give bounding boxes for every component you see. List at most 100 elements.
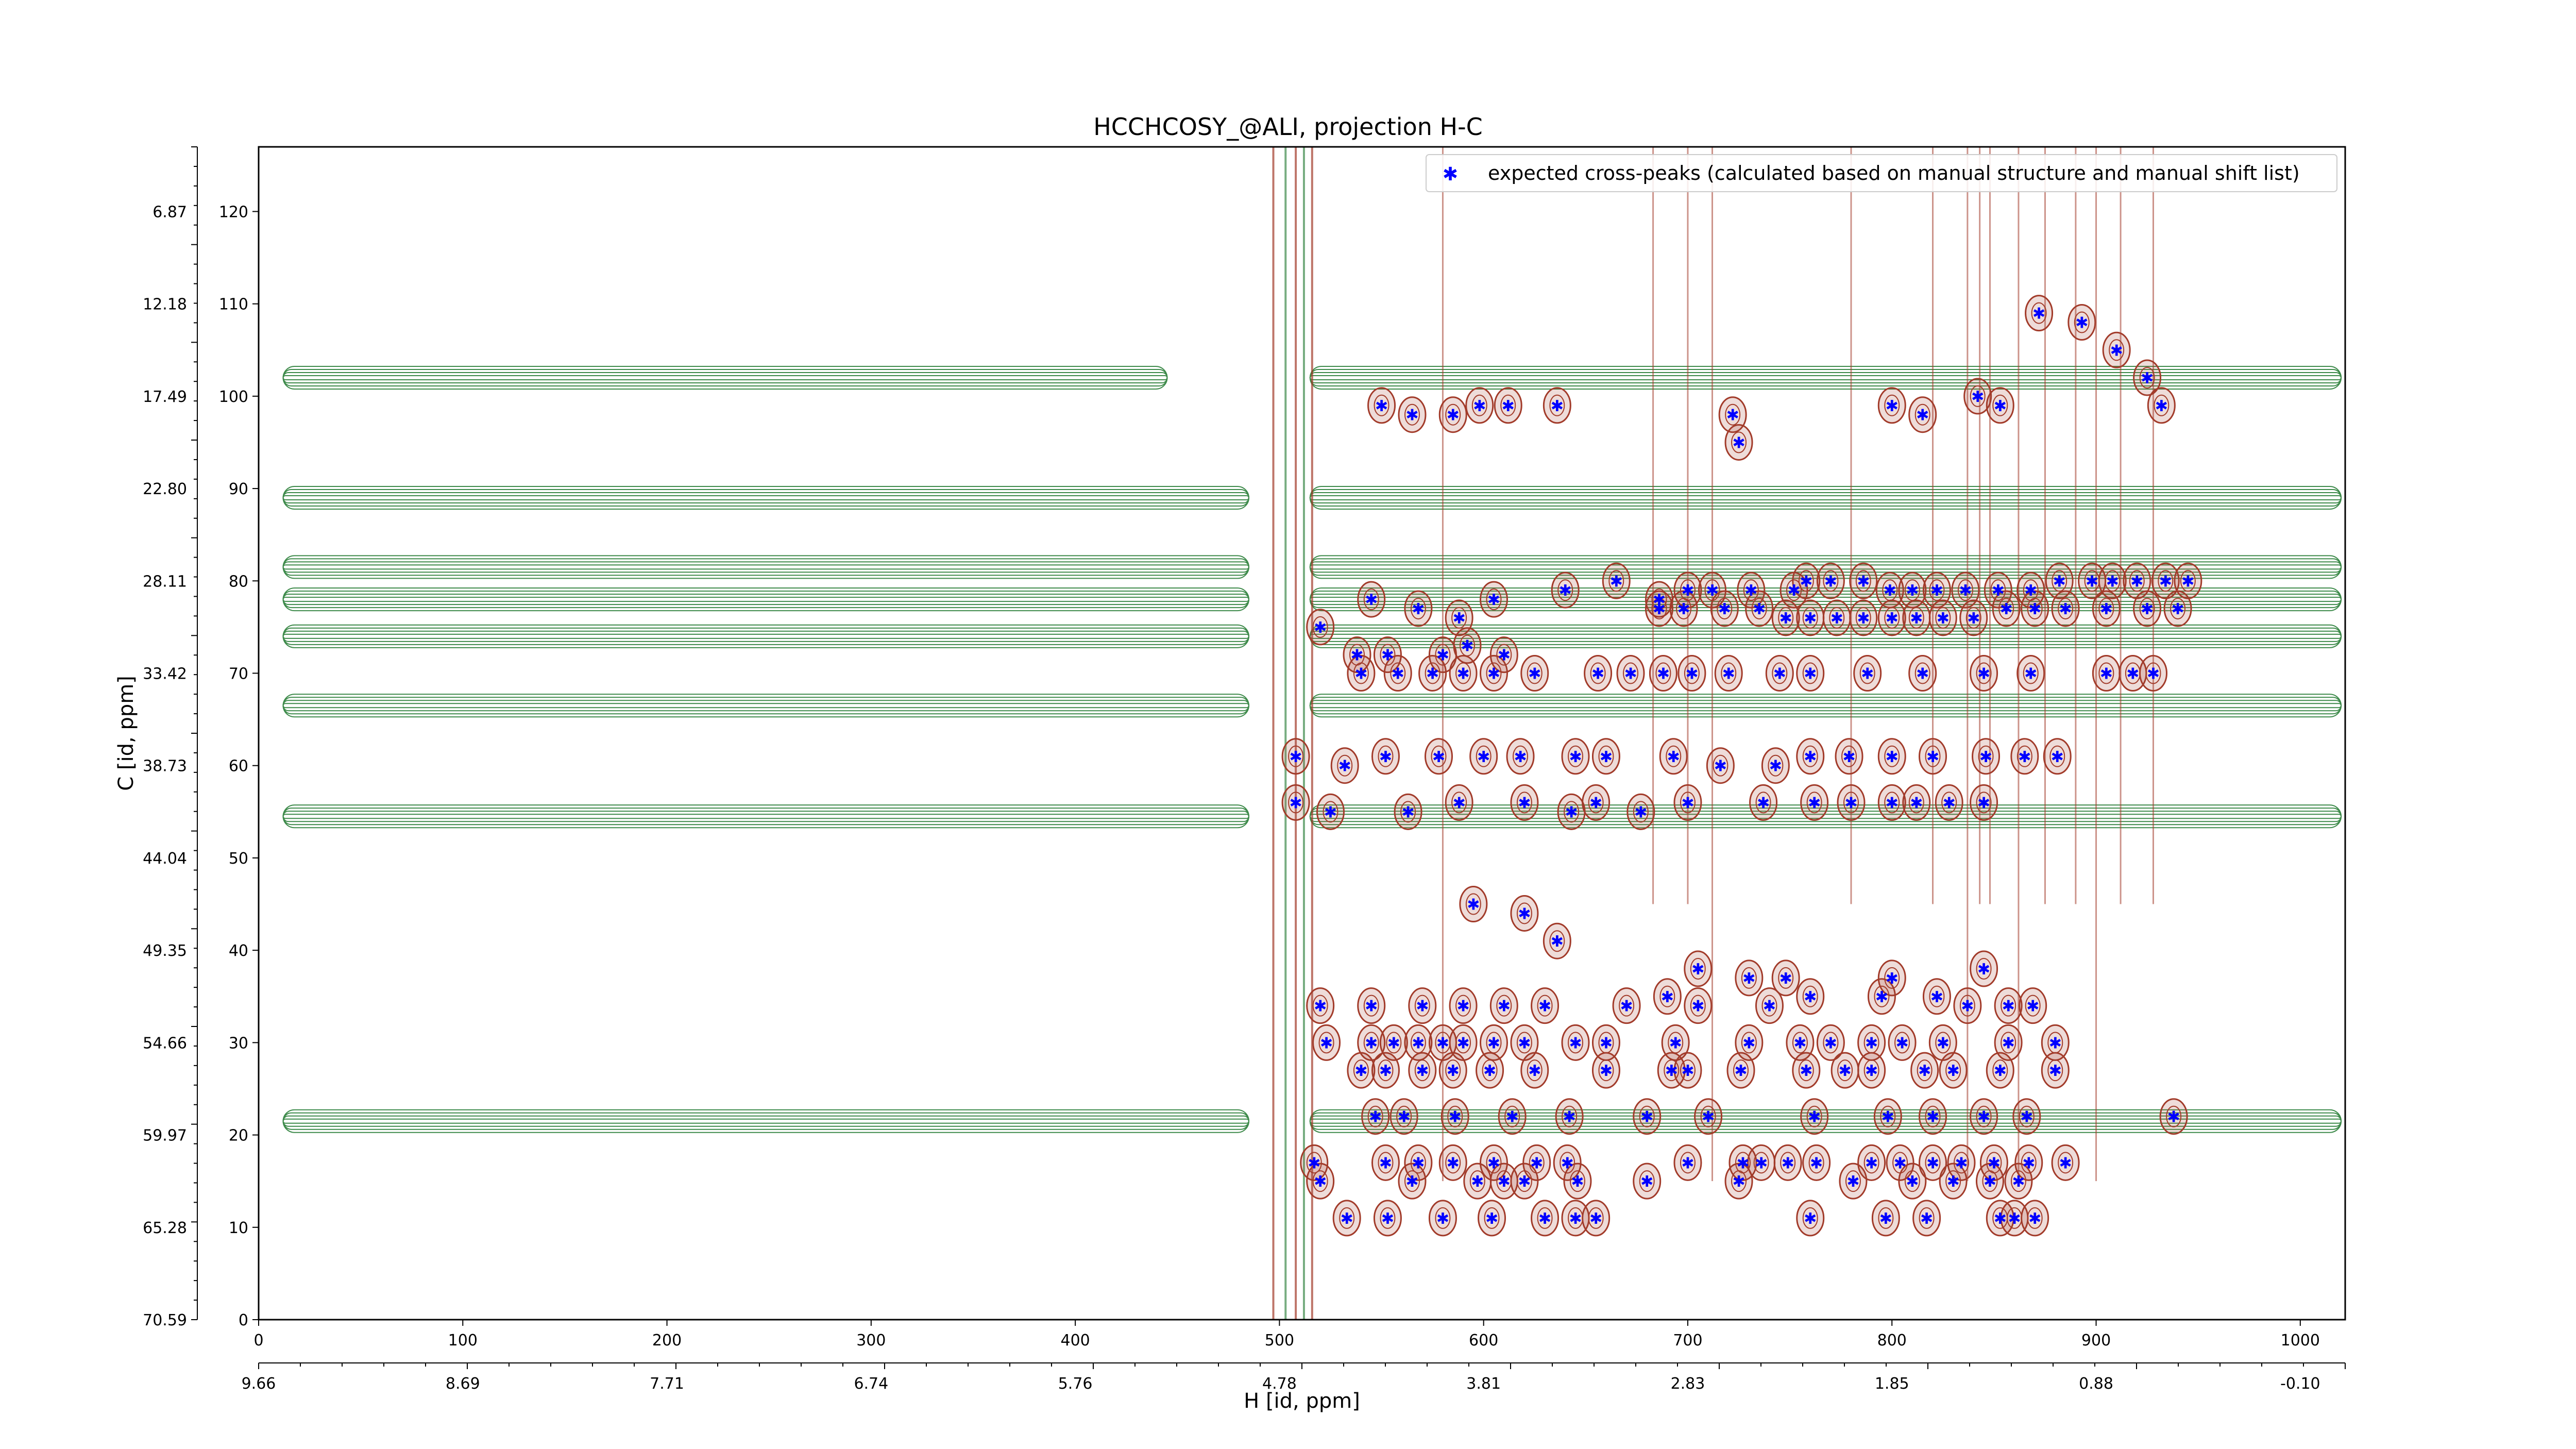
expected-peak-marker: ✱ <box>1894 1154 1907 1172</box>
peak-contour-blob <box>1735 1024 1764 1061</box>
expected-peak-marker: ✱ <box>1736 1154 1749 1172</box>
peak-contour-ring <box>1806 791 1822 814</box>
expected-peak-marker: ✱ <box>1947 1173 1960 1191</box>
expected-peak-marker: ✱ <box>1804 988 1817 1006</box>
contour-band-left <box>282 1118 1249 1124</box>
peak-contour-ring <box>1676 598 1692 620</box>
peak-contour-blob <box>1520 655 1549 692</box>
peak-contour-ring <box>1664 1059 1680 1082</box>
peak-contour-ring <box>1908 791 1924 814</box>
peak-contour-ring <box>1482 1059 1498 1082</box>
peak-contour-blob <box>1886 1144 1914 1181</box>
peak-contour-ring <box>1323 801 1338 823</box>
peak-contour-blob <box>1972 738 2001 775</box>
y-tick-label: 120 <box>219 203 248 221</box>
peak-contour-blob <box>1633 1162 1662 1200</box>
peak-contour-blob <box>1992 590 2021 627</box>
peak-contour-ring <box>2139 367 2155 389</box>
peak-contour-ring <box>2027 1207 2043 1229</box>
peak-contour-blob <box>1306 1162 1335 1200</box>
expected-peak-marker: ✱ <box>1994 397 2007 415</box>
peak-contour-ring <box>1655 662 1671 684</box>
ppm-y-tick-label: 6.87 <box>152 203 187 221</box>
peak-contour-ring <box>2027 598 2043 620</box>
expected-peak-marker: ✱ <box>2049 1062 2062 1080</box>
peak-contour-blob <box>2004 1162 2033 1200</box>
peak-contour-ring <box>1504 1105 1520 1127</box>
peak-contour-blob <box>1706 747 1735 784</box>
expected-peak-marker: ✱ <box>1447 1154 1460 1172</box>
peak-contour-blob <box>1404 590 1433 627</box>
contour-band-left <box>282 703 1249 709</box>
expected-peak-marker: ✱ <box>1600 748 1613 766</box>
expected-peak-marker: ✱ <box>1354 665 1367 683</box>
expected-peak-marker: ✱ <box>1757 794 1770 812</box>
expected-peak-marker: ✱ <box>1916 407 1929 425</box>
expected-peak-marker: ✱ <box>1753 600 1766 618</box>
peak-contour-ring <box>1476 745 1492 767</box>
x-tick-label: 900 <box>2081 1332 2111 1350</box>
peak-contour-blob <box>1316 793 1345 830</box>
peak-contour-ring <box>1978 745 1994 767</box>
peak-contour-blob <box>2043 738 2072 775</box>
peak-contour-blob <box>1445 599 1473 636</box>
peak-contour-blob <box>1373 1200 1402 1237</box>
peak-contour-blob <box>1465 387 1494 424</box>
peak-contour-ring <box>1717 598 1733 620</box>
expected-peak-marker: ✱ <box>1456 1034 1469 1052</box>
peak-contour-ring <box>1998 598 2014 620</box>
peak-contour-blob <box>1561 738 1590 775</box>
peak-contour-ring <box>1884 967 1900 989</box>
expected-peak-marker: ✱ <box>1518 794 1531 812</box>
peak-contour-blob <box>1735 959 1764 997</box>
peak-contour-blob <box>1661 1024 1690 1061</box>
ppm-y-tick-label: 28.11 <box>143 572 187 591</box>
expected-peak-marker: ✱ <box>1610 572 1623 591</box>
expected-peak-marker: ✱ <box>1375 397 1388 415</box>
peak-contour-blob <box>1383 655 1412 692</box>
peak-contour-blob <box>1300 1144 1329 1181</box>
y-tick-label: 110 <box>219 296 248 314</box>
peak-contour-blob <box>1489 987 1518 1024</box>
contour-band-right <box>1309 495 2342 501</box>
peak-contour-blob <box>1755 987 1784 1024</box>
contour-band-right <box>1309 814 2342 819</box>
x-tick-label: 100 <box>448 1332 478 1350</box>
peak-contour-ring <box>2031 302 2047 324</box>
peak-contour-ring <box>1741 1032 1757 1054</box>
peak-contour-blob <box>1626 793 1655 830</box>
peak-contour-blob <box>1951 571 1980 609</box>
peak-contour-blob <box>2019 987 2047 1024</box>
expected-peak-marker: ✱ <box>2110 342 2123 360</box>
peak-contour-ring <box>1666 745 1682 767</box>
peak-contour-blob <box>1445 784 1473 821</box>
plot-frame <box>258 146 2346 1321</box>
expected-peak-marker: ✱ <box>1308 1154 1320 1172</box>
x-tick-label: 400 <box>1060 1332 1090 1350</box>
expected-peak-marker: ✱ <box>1884 582 1896 600</box>
peak-contour-blob <box>1677 655 1706 692</box>
expected-peak-marker: ✱ <box>1487 591 1500 609</box>
spectrum-contours <box>282 147 2342 1320</box>
peak-contour-blob <box>1898 571 1927 609</box>
expected-peak-marker: ✱ <box>1387 1034 1400 1052</box>
peak-contour-ring <box>1651 598 1667 620</box>
peak-contour-ring <box>1396 1105 1412 1127</box>
expected-peak-marker: ✱ <box>2049 1034 2062 1052</box>
expected-peak-marker: ✱ <box>1436 1034 1449 1052</box>
peak-contour-ring <box>2170 598 2186 620</box>
peak-contour-ring <box>1806 1105 1822 1127</box>
ppm-y-tick-label: 38.73 <box>143 757 187 776</box>
peak-contour-ring <box>1778 606 1794 629</box>
expected-peak-marker: ✱ <box>1831 610 1843 628</box>
peak-contour-ring <box>1562 1105 1578 1127</box>
x-tick-label: 700 <box>1673 1332 1702 1350</box>
peak-contour-blob <box>1379 1024 1408 1061</box>
expected-peak-marker: ✱ <box>1714 757 1727 776</box>
x-tick-label: 200 <box>652 1332 682 1350</box>
peak-contour-blob <box>1404 1144 1433 1181</box>
peak-contour-blob <box>1910 1052 1939 1089</box>
expected-peak-marker: ✱ <box>1937 610 1950 628</box>
expected-peak-marker: ✱ <box>2059 1154 2072 1172</box>
expected-peak-marker: ✱ <box>1959 582 1972 600</box>
